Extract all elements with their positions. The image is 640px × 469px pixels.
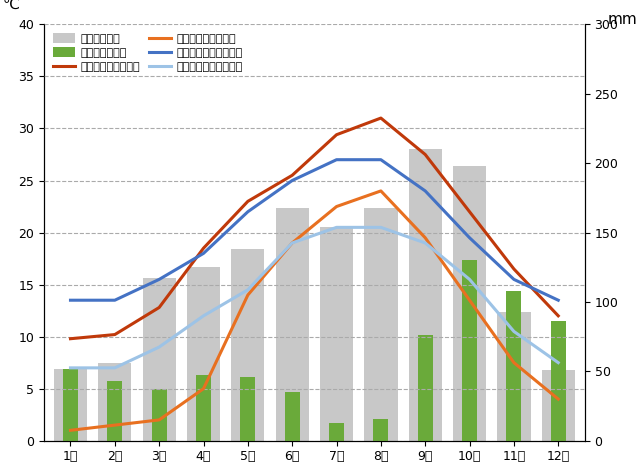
Bar (187, 267, 220, 441)
Bar (373, 418, 388, 441)
Bar (231, 249, 264, 441)
Bar (276, 208, 309, 441)
Bar (63, 369, 78, 441)
Bar (98, 363, 131, 441)
Bar (320, 227, 353, 441)
Bar (108, 381, 122, 441)
Bar (497, 312, 531, 441)
Bar (54, 369, 87, 441)
Bar (541, 370, 575, 441)
Bar (152, 389, 166, 441)
Bar (143, 279, 176, 441)
Bar (506, 291, 522, 441)
Y-axis label: mm: mm (608, 12, 637, 27)
Bar (364, 208, 397, 441)
Bar (329, 423, 344, 441)
Legend: 東京の降水量, ニースの降水量, 東京の平均最高気温, 東京の平均最低気温, ニースの平均最高気温, ニースの平均最低気温: 東京の降水量, ニースの降水量, 東京の平均最高気温, 東京の平均最低気温, ニ… (49, 30, 246, 76)
Bar (408, 149, 442, 441)
Y-axis label: ℃: ℃ (3, 0, 20, 12)
Bar (241, 377, 255, 441)
Bar (551, 321, 566, 441)
Bar (196, 376, 211, 441)
Bar (462, 260, 477, 441)
Bar (453, 166, 486, 441)
Bar (285, 392, 300, 441)
Bar (418, 335, 433, 441)
